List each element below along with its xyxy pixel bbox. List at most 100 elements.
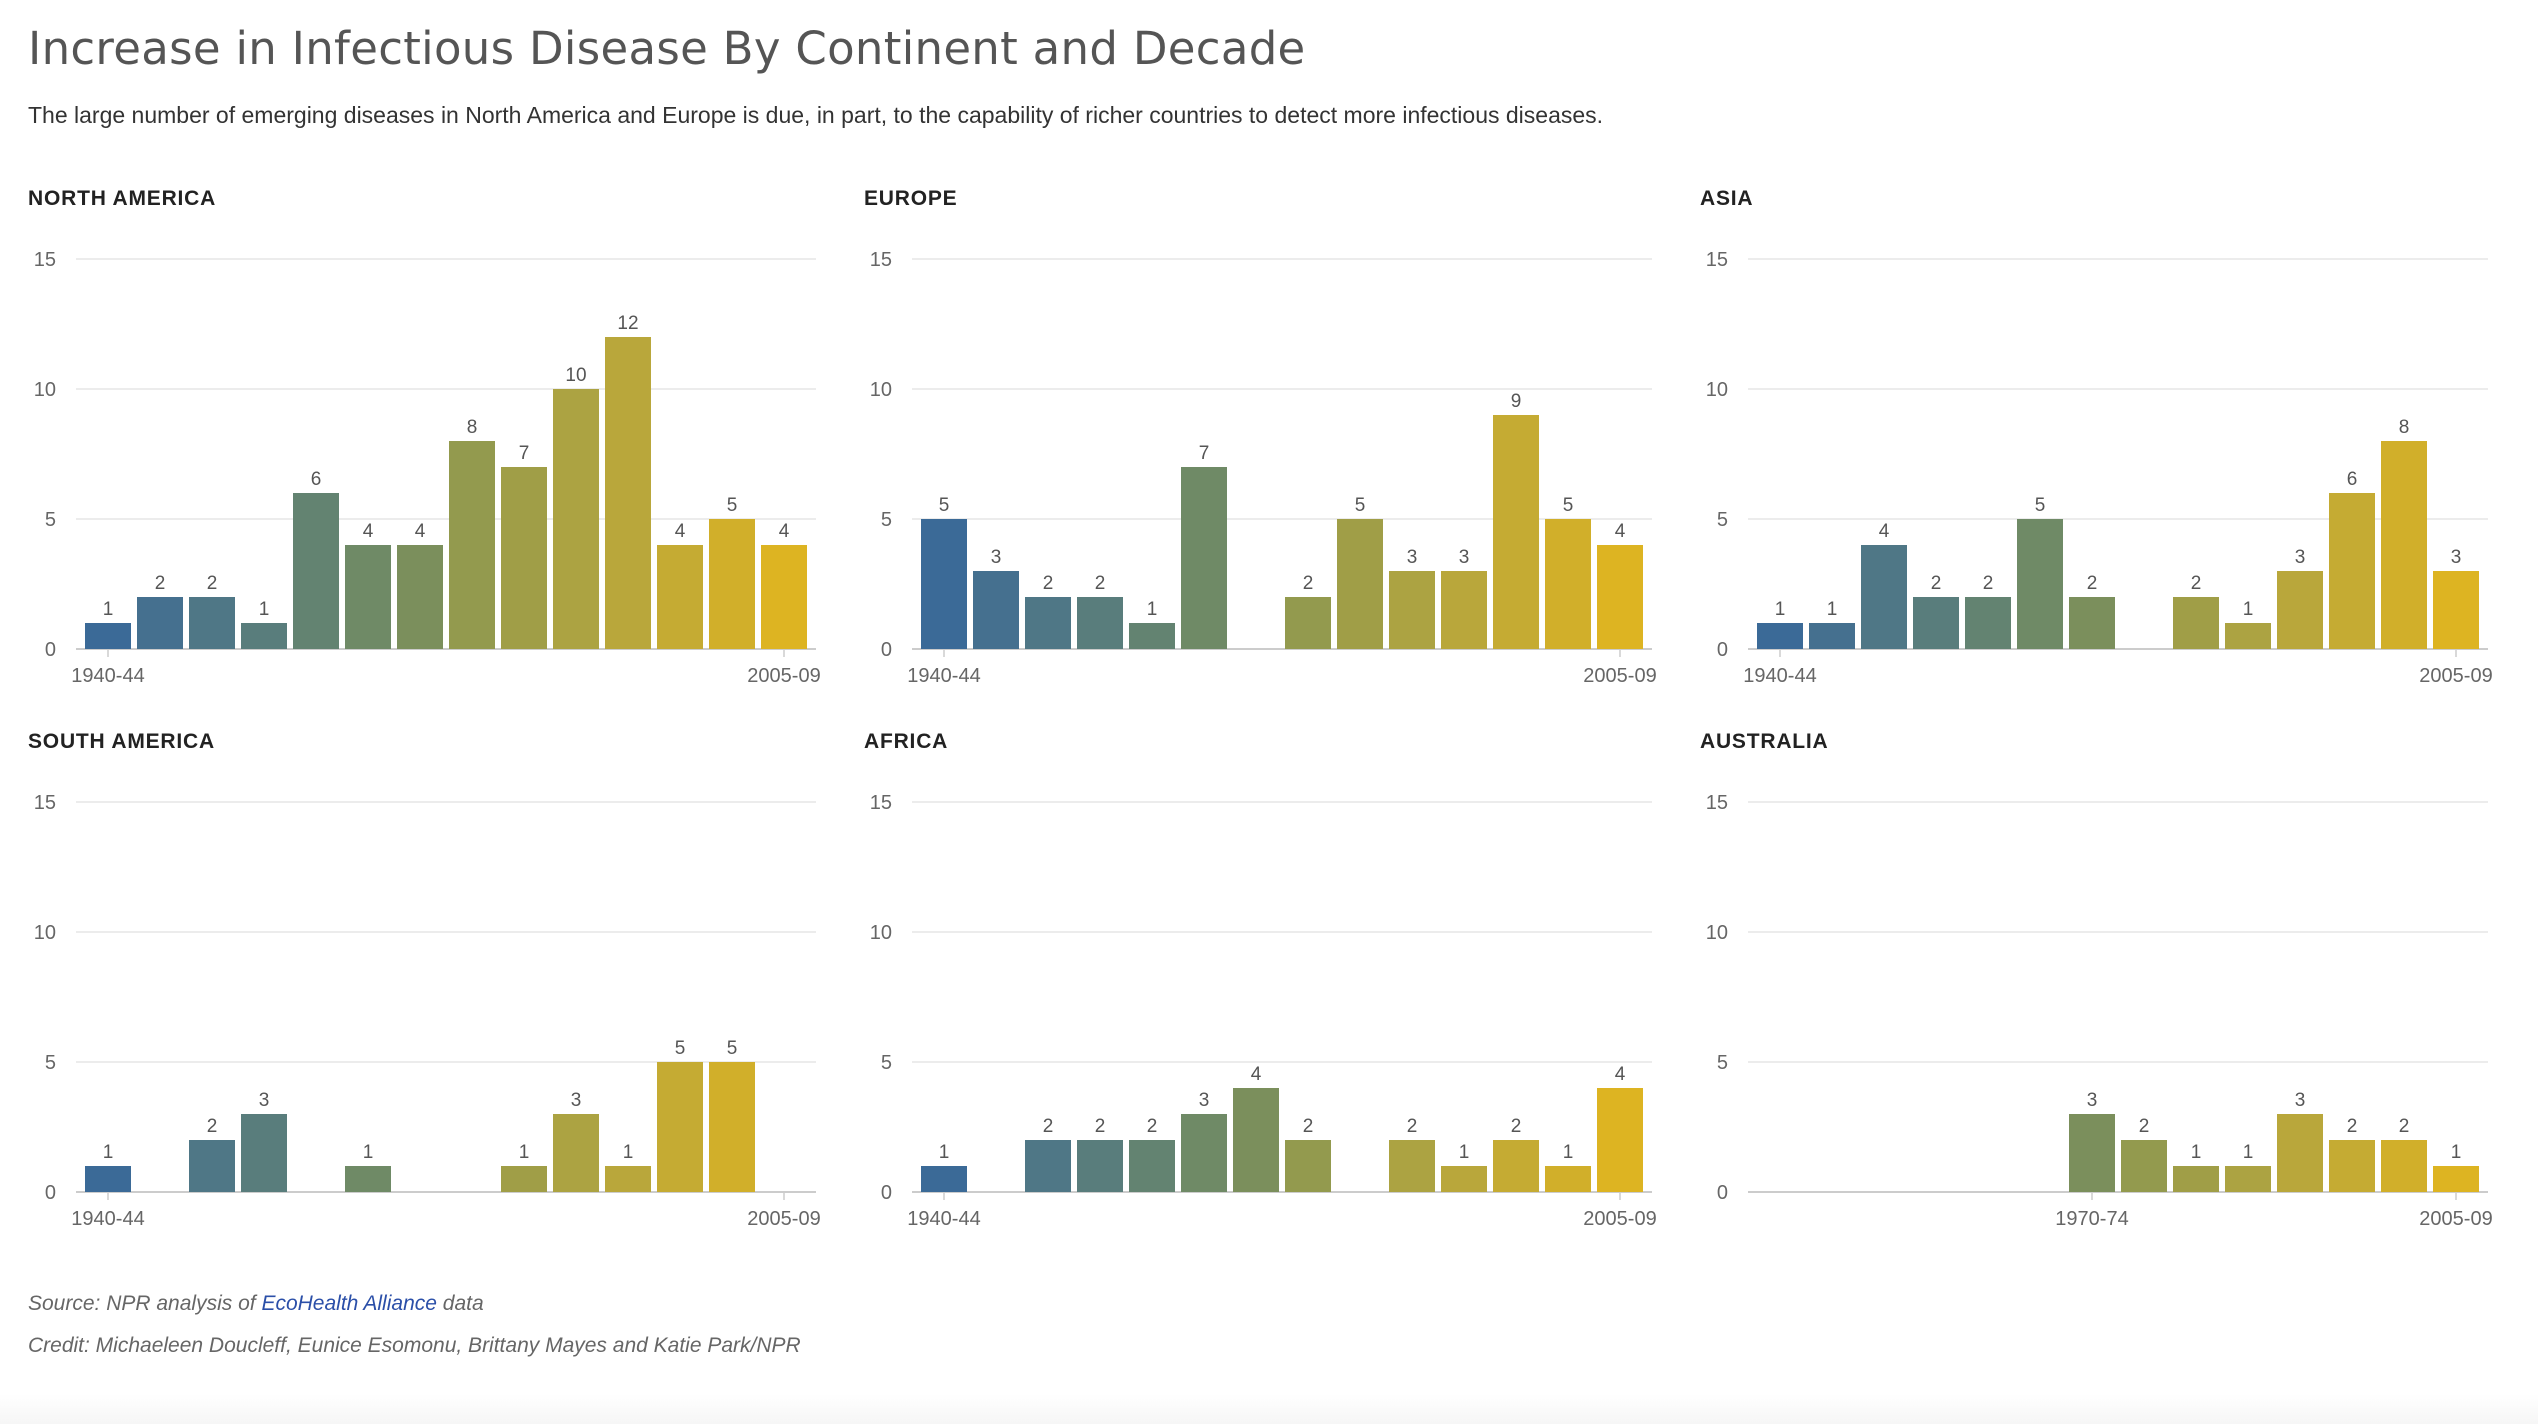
bar xyxy=(1025,597,1071,649)
bar-value-label: 2 xyxy=(2399,1116,2410,1137)
chart-title: ASIA xyxy=(1700,187,1753,210)
bar xyxy=(241,1114,287,1192)
chart-panel-africa: AFRICA 0 5 10 15 1 2 2 2 3 4 2 2 1 2 1 4 1940-44 2005-09 xyxy=(864,730,1657,1230)
bar xyxy=(2069,1114,2115,1192)
bar-value-label: 3 xyxy=(571,1090,582,1111)
y-tick-label: 15 xyxy=(870,792,892,814)
chart-title: AUSTRALIA xyxy=(1700,730,1829,753)
bar xyxy=(2329,493,2375,649)
bar-value-label: 6 xyxy=(2347,469,2358,490)
bar xyxy=(137,597,183,649)
bar-value-label: 3 xyxy=(2295,547,2306,568)
bar-value-label: 4 xyxy=(779,521,790,542)
y-tick-label: 0 xyxy=(1717,639,1728,661)
x-tick-label: 2005-09 xyxy=(2419,1208,2492,1230)
bar-value-label: 1 xyxy=(363,1142,374,1163)
bar xyxy=(761,545,807,649)
bar xyxy=(709,519,755,649)
bar-value-label: 5 xyxy=(675,1038,686,1059)
bar xyxy=(1025,1140,1071,1192)
bar xyxy=(657,545,703,649)
bar-value-label: 5 xyxy=(727,495,738,516)
bar xyxy=(657,1062,703,1192)
bar xyxy=(1233,1088,1279,1192)
bar-value-label: 2 xyxy=(1511,1116,1522,1137)
bar-value-label: 4 xyxy=(675,521,686,542)
bar-value-label: 2 xyxy=(1407,1116,1418,1137)
bar-value-label: 1 xyxy=(2191,1142,2202,1163)
bar xyxy=(1181,467,1227,649)
bar xyxy=(1757,623,1803,649)
bar-value-label: 2 xyxy=(1303,1116,1314,1137)
bar-value-label: 4 xyxy=(363,521,374,542)
bar-value-label: 3 xyxy=(1459,547,1470,568)
bar-value-label: 4 xyxy=(1615,1064,1626,1085)
bar-value-label: 1 xyxy=(1827,599,1838,620)
y-tick-label: 15 xyxy=(1706,792,1728,814)
bar-value-label: 1 xyxy=(939,1142,950,1163)
bar-value-label: 1 xyxy=(1459,1142,1470,1163)
bar xyxy=(921,519,967,649)
y-tick-label: 5 xyxy=(881,1052,892,1074)
x-tick-label: 2005-09 xyxy=(2419,665,2492,687)
page-title: Increase in Infectious Disease By Contin… xyxy=(28,22,1306,75)
x-tick-label: 1940-44 xyxy=(907,665,980,687)
bar xyxy=(2433,1166,2479,1192)
y-tick-label: 15 xyxy=(34,792,56,814)
bar-value-label: 4 xyxy=(1615,521,1626,542)
bar-value-label: 2 xyxy=(1043,1116,1054,1137)
bar-value-label: 8 xyxy=(2399,417,2410,438)
chart-title: EUROPE xyxy=(864,187,958,210)
bar-value-label: 2 xyxy=(2139,1116,2150,1137)
bar xyxy=(1285,1140,1331,1192)
bar-value-label: 2 xyxy=(1931,573,1942,594)
bar xyxy=(2069,597,2115,649)
bar-value-label: 2 xyxy=(207,573,218,594)
bar-value-label: 4 xyxy=(415,521,426,542)
y-tick-label: 15 xyxy=(34,249,56,271)
bar xyxy=(1181,1114,1227,1192)
chart-panel-europe: EUROPE 0 5 10 15 5 3 2 2 1 7 2 5 3 3 9 5 4 1940-44 2005-09 xyxy=(864,187,1657,687)
bar xyxy=(2017,519,2063,649)
bar-value-label: 3 xyxy=(1407,547,1418,568)
bar xyxy=(1441,571,1487,649)
bar xyxy=(2277,571,2323,649)
bar xyxy=(85,1166,131,1192)
bar-value-label: 2 xyxy=(1043,573,1054,594)
bar xyxy=(2173,597,2219,649)
bar xyxy=(1913,597,1959,649)
bar xyxy=(1077,1140,1123,1192)
x-tick-label: 1940-44 xyxy=(71,665,144,687)
x-tick-label: 2005-09 xyxy=(1583,1208,1656,1230)
x-tick-label: 1970-74 xyxy=(2055,1208,2128,1230)
bar xyxy=(2381,441,2427,649)
bar xyxy=(1861,545,1907,649)
bar-value-label: 3 xyxy=(259,1090,270,1111)
bar xyxy=(605,337,651,649)
bar-value-label: 10 xyxy=(565,365,586,386)
bar-value-label: 2 xyxy=(207,1116,218,1137)
bar xyxy=(397,545,443,649)
y-tick-label: 0 xyxy=(881,1182,892,1204)
bar-value-label: 5 xyxy=(1355,495,1366,516)
bar xyxy=(2329,1140,2375,1192)
bar-value-label: 3 xyxy=(2295,1090,2306,1111)
bar-value-label: 7 xyxy=(519,443,530,464)
bar xyxy=(1389,1140,1435,1192)
bar-value-label: 5 xyxy=(939,495,950,516)
bar-value-label: 2 xyxy=(1095,573,1106,594)
bar-value-label: 5 xyxy=(1563,495,1574,516)
bar-value-label: 2 xyxy=(2347,1116,2358,1137)
footer-band xyxy=(0,1394,2538,1424)
bar xyxy=(1597,1088,1643,1192)
y-tick-label: 10 xyxy=(1706,922,1728,944)
y-tick-label: 5 xyxy=(881,509,892,531)
bar-value-label: 2 xyxy=(1983,573,1994,594)
source-link[interactable]: EcoHealth Alliance xyxy=(261,1292,437,1315)
bar-value-label: 2 xyxy=(1147,1116,1158,1137)
bar-value-label: 1 xyxy=(623,1142,634,1163)
source-prefix: Source: NPR analysis of xyxy=(28,1292,262,1315)
y-tick-label: 0 xyxy=(1717,1182,1728,1204)
